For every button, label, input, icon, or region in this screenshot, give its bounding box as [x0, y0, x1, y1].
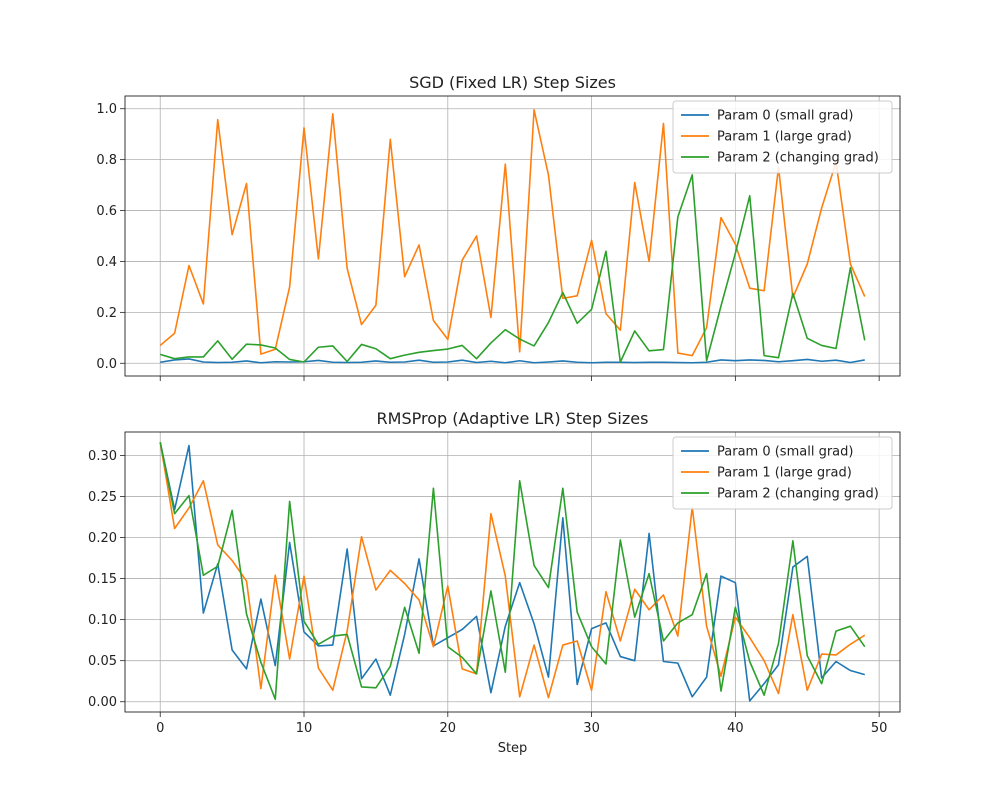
series-group-rmsprop [159, 442, 866, 702]
legend-label: Param 2 (changing grad) [717, 151, 879, 166]
y-tick-label: 0.0 [96, 357, 117, 372]
x-tick-label: 20 [440, 721, 457, 736]
chart-title-rmsprop: RMSProp (Adaptive LR) Step Sizes [377, 409, 649, 428]
legend-label: Param 2 (changing grad) [717, 487, 879, 502]
legend-label: Param 1 (large grad) [717, 130, 852, 145]
legend-box [672, 436, 893, 510]
y-tick-label: 0.2 [96, 306, 117, 321]
series-line-rmsprop-param-2 [159, 442, 866, 701]
chart-title-sgd: SGD (Fixed LR) Step Sizes [409, 73, 616, 92]
legend-label: Param 0 (small grad) [717, 445, 853, 460]
series-line-sgd-param-0 [160, 358, 865, 364]
series-group-sgd [159, 108, 866, 364]
x-tick-label: 50 [871, 721, 888, 736]
y-tick-label: 0.10 [88, 613, 117, 628]
x-tick-label: 40 [727, 721, 744, 736]
legend-label: Param 0 (small grad) [717, 109, 853, 124]
y-tick-label: 0.05 [88, 654, 117, 669]
y-tick-label: 0.30 [88, 449, 117, 464]
chart-sgd: SGD (Fixed LR) Step Sizes 0.00.20.40.60.… [96, 73, 901, 381]
series-line-rmsprop-param-0 [159, 442, 865, 702]
x-axis-label-rmsprop: Step [498, 741, 528, 756]
series-line-rmsprop-param-1 [159, 442, 866, 699]
chart-rmsprop: RMSProp (Adaptive LR) Step Sizes 0 10 20 30… [88, 409, 901, 756]
x-tick-label: 10 [296, 721, 313, 736]
y-tick-label: 0.6 [96, 204, 117, 219]
x-tick-label: 0 [156, 721, 164, 736]
y-tick-label: 0.4 [96, 255, 117, 270]
legend-box [672, 100, 893, 174]
plot-frame-sgd [124, 95, 901, 377]
ticks-rmsprop: 0 10 20 30 40 50 0.00 0.05 0.10 0.15 0.20 0.25 0.30 [88, 449, 887, 736]
plot-frame-rmsprop [124, 431, 901, 713]
series-line-sgd-param-2 [159, 174, 866, 363]
y-tick-label: 0.20 [88, 531, 117, 546]
y-tick-label: 0.25 [88, 490, 117, 505]
y-tick-label: 0.00 [88, 695, 117, 710]
series-line-sgd-param-1 [159, 108, 866, 357]
legend-sgd: Param 0 (small grad) Param 1 (large grad)… [672, 100, 893, 174]
ticks-sgd: 0.0 0.2 0.4 0.6 0.8 1.0 [96, 102, 880, 381]
y-tick-label: 1.0 [96, 102, 117, 117]
y-tick-label: 0.15 [88, 572, 117, 587]
grid-rmsprop [125, 432, 900, 712]
legend-rmsprop: Param 0 (small grad) Param 1 (large grad)… [672, 436, 893, 510]
y-tick-label: 0.8 [96, 153, 117, 168]
legend-label: Param 1 (large grad) [717, 466, 852, 481]
x-tick-label: 30 [583, 721, 600, 736]
